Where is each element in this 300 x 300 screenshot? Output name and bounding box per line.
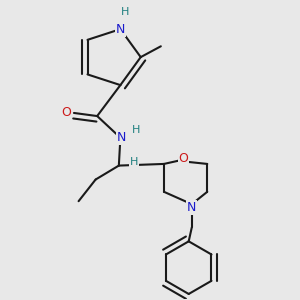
Text: H: H <box>130 158 139 167</box>
Text: N: N <box>116 22 125 36</box>
Text: N: N <box>117 131 127 144</box>
Text: H: H <box>121 7 129 17</box>
Text: O: O <box>178 152 188 165</box>
Text: O: O <box>61 106 71 119</box>
Text: H: H <box>132 125 140 135</box>
Text: N: N <box>187 201 196 214</box>
